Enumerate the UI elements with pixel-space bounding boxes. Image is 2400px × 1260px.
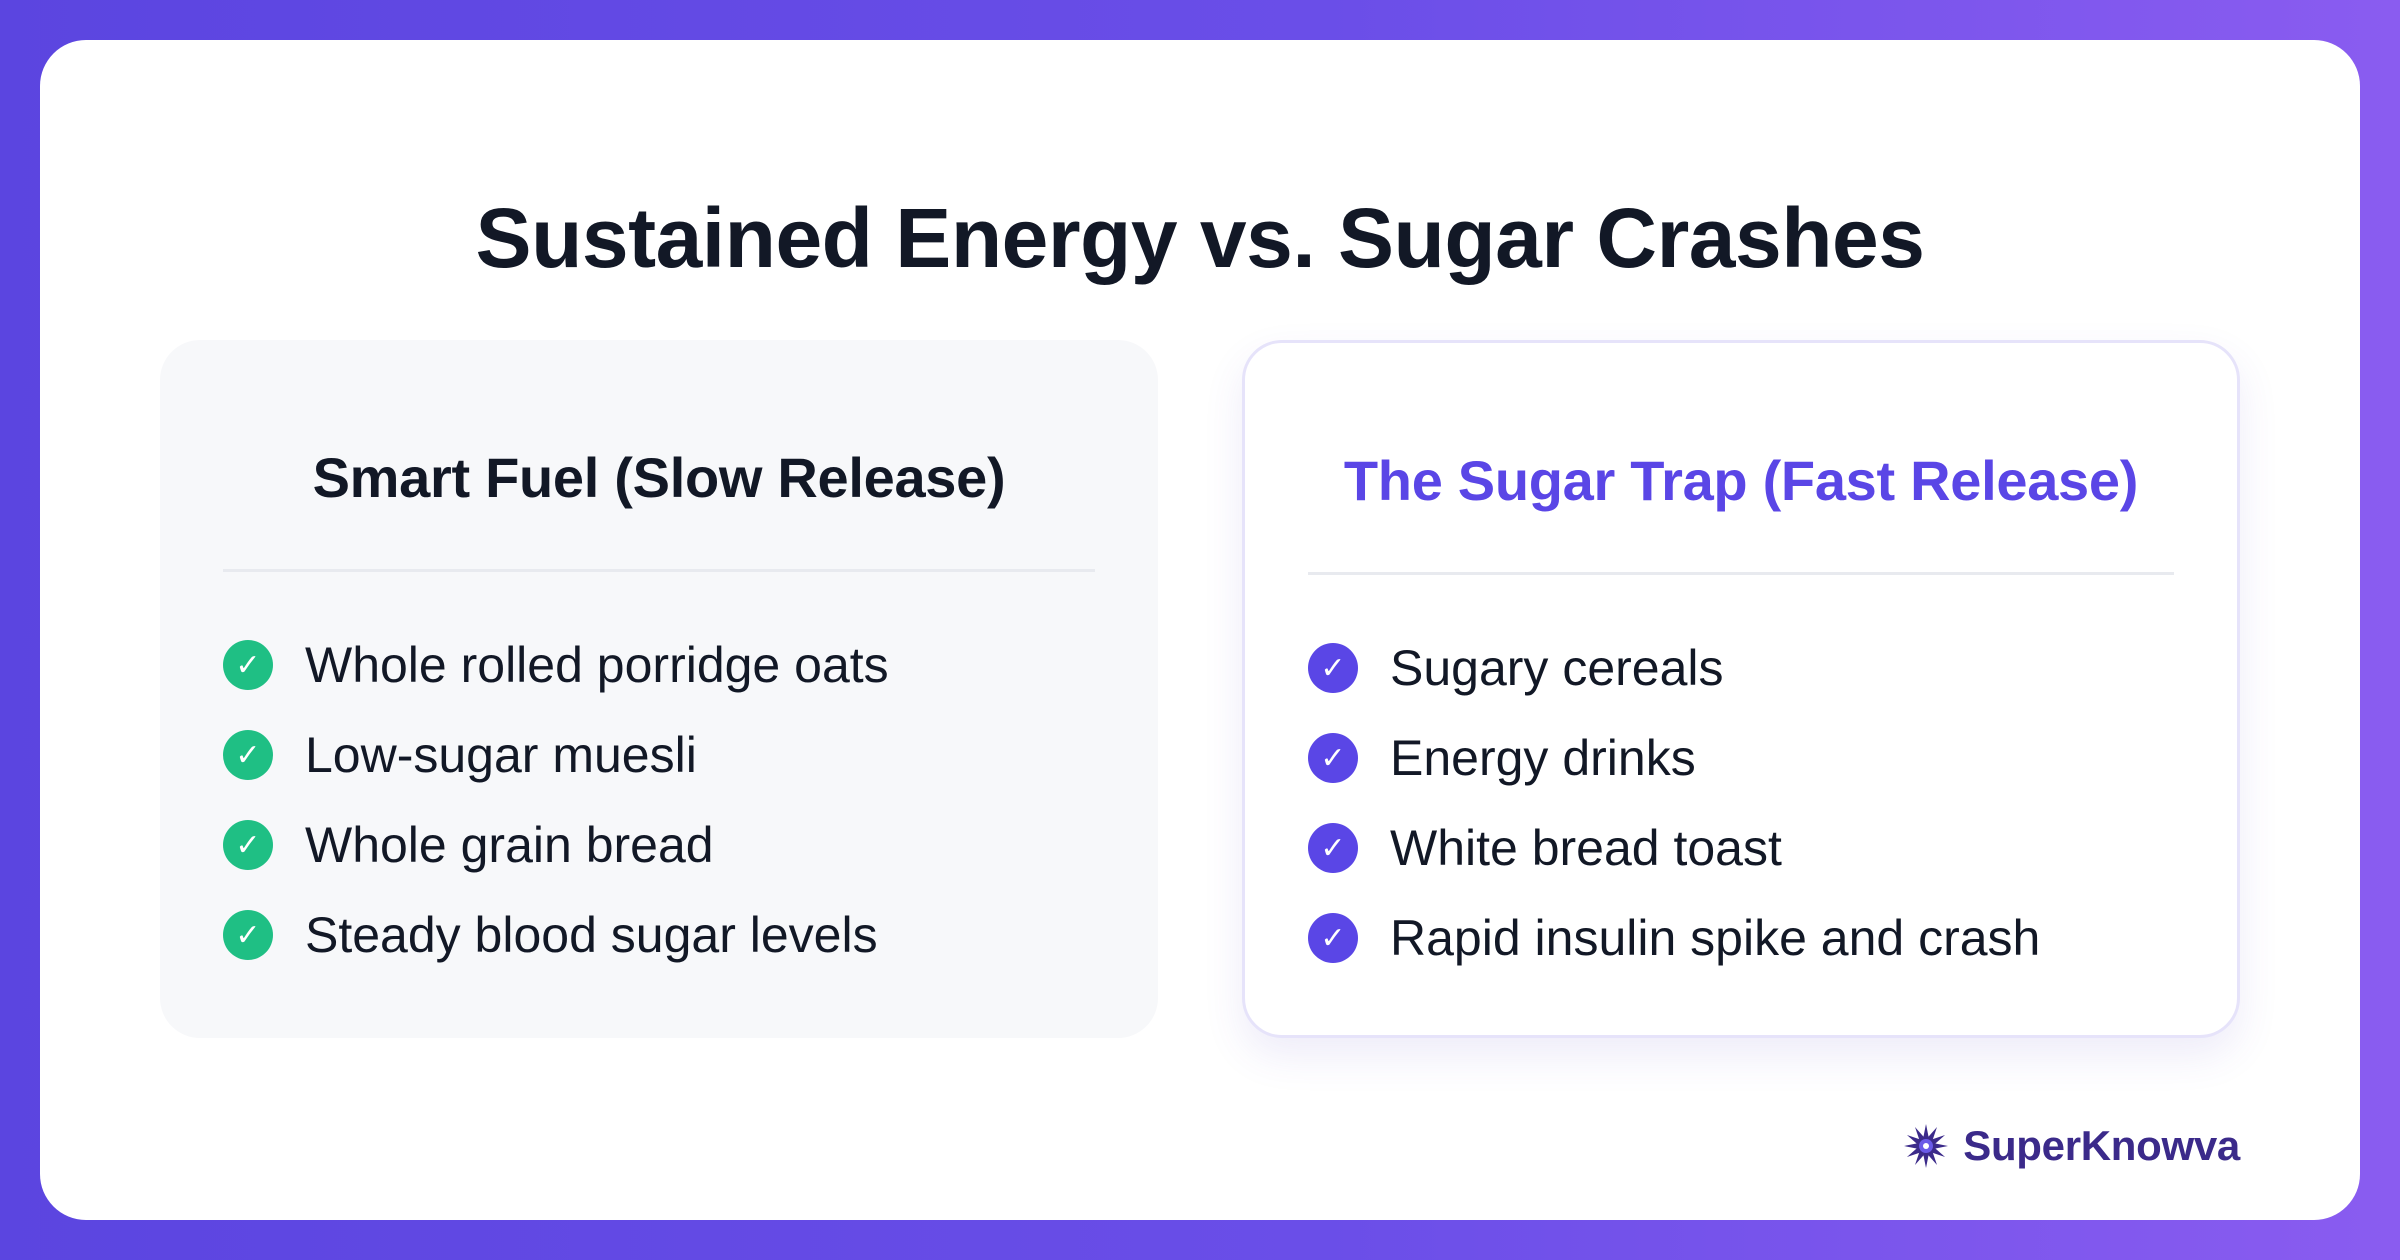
brand-logo: SuperKnowva xyxy=(1903,1122,2240,1170)
divider xyxy=(223,569,1095,572)
list-item: ✓ Low-sugar muesli xyxy=(223,710,889,800)
list-item: ✓ Energy drinks xyxy=(1308,713,2040,803)
check-circle-icon: ✓ xyxy=(1308,913,1358,963)
infographic-card: Sustained Energy vs. Sugar Crashes Smart… xyxy=(40,40,2360,1220)
list-item-label: White bread toast xyxy=(1390,820,1782,876)
check-circle-icon: ✓ xyxy=(223,910,273,960)
smart-fuel-panel: Smart Fuel (Slow Release) ✓ Whole rolled… xyxy=(160,340,1158,1038)
check-circle-icon: ✓ xyxy=(1308,823,1358,873)
sugar-trap-panel: The Sugar Trap (Fast Release) ✓ Sugary c… xyxy=(1242,340,2240,1038)
list-item-label: Low-sugar muesli xyxy=(305,727,697,783)
list-item: ✓ White bread toast xyxy=(1308,803,2040,893)
smart-fuel-list: ✓ Whole rolled porridge oats ✓ Low-sugar… xyxy=(223,620,889,980)
list-item: ✓ Whole rolled porridge oats xyxy=(223,620,889,710)
brand-name: SuperKnowva xyxy=(1963,1122,2240,1169)
list-item: ✓ Whole grain bread xyxy=(223,800,889,890)
list-item-label: Rapid insulin spike and crash xyxy=(1390,910,2041,966)
sugar-trap-heading: The Sugar Trap (Fast Release) xyxy=(1343,449,2139,512)
check-circle-icon: ✓ xyxy=(1308,643,1358,693)
starburst-logo-icon xyxy=(1904,1124,1949,1168)
divider xyxy=(1308,572,2174,575)
sugar-trap-list: ✓ Sugary cereals ✓ Energy drinks ✓ White… xyxy=(1308,623,2040,983)
list-item-label: Whole rolled porridge oats xyxy=(305,637,889,693)
list-item: ✓ Sugary cereals xyxy=(1308,623,2040,713)
check-circle-icon: ✓ xyxy=(1308,733,1358,783)
check-circle-icon: ✓ xyxy=(223,820,273,870)
page-title: Sustained Energy vs. Sugar Crashes xyxy=(475,191,1925,285)
check-circle-icon: ✓ xyxy=(223,640,273,690)
list-item-label: Energy drinks xyxy=(1390,730,1696,786)
list-item: ✓ Steady blood sugar levels xyxy=(223,890,889,980)
list-item-label: Sugary cereals xyxy=(1390,640,1724,696)
list-item: ✓ Rapid insulin spike and crash xyxy=(1308,893,2040,983)
list-item-label: Steady blood sugar levels xyxy=(305,907,878,963)
smart-fuel-heading: Smart Fuel (Slow Release) xyxy=(312,446,1006,509)
list-item-label: Whole grain bread xyxy=(305,817,714,873)
check-circle-icon: ✓ xyxy=(223,730,273,780)
